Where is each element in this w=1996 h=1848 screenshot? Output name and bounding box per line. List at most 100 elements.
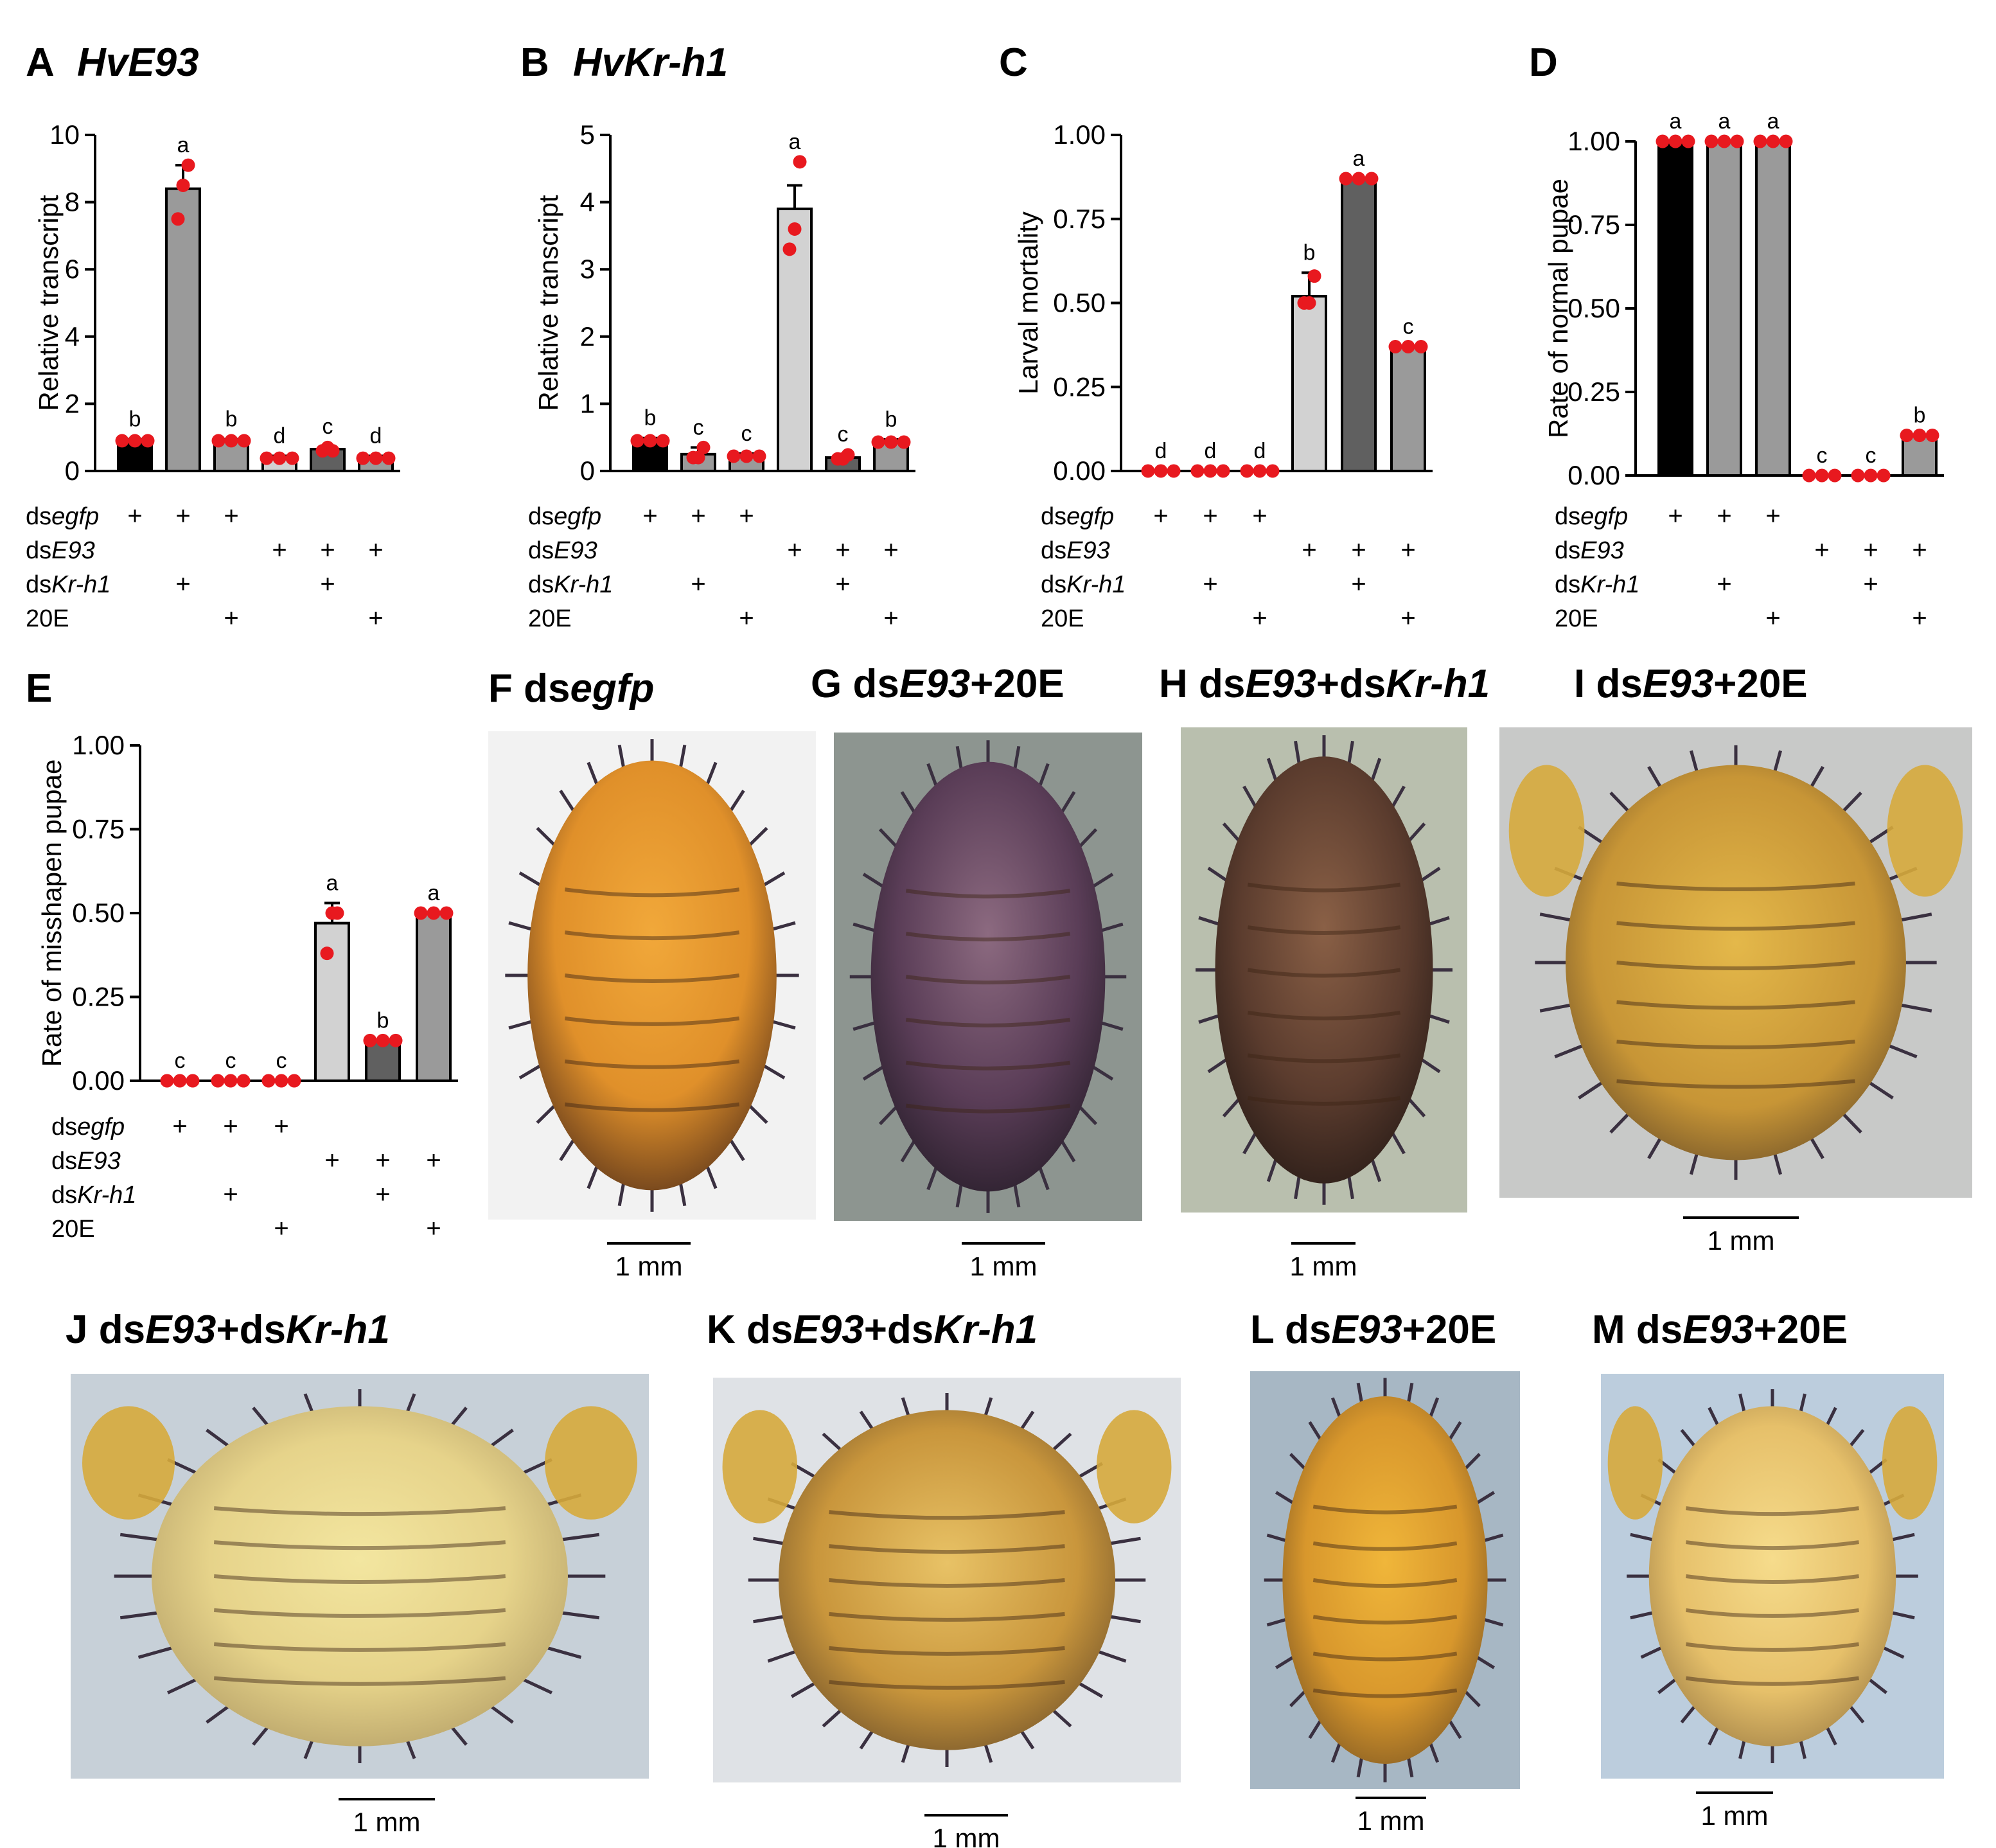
data-point: [236, 1074, 251, 1088]
data-point: [788, 222, 802, 236]
bar: [1291, 295, 1327, 472]
treatment-plus: +: [223, 1180, 238, 1209]
photo-panel-L: L dsE93+20E 1 mm: [1250, 1308, 1520, 1836]
data-point: [141, 434, 155, 448]
data-point: [176, 178, 190, 192]
body-segment: [1686, 1642, 1859, 1652]
treatment-plus: +: [426, 1146, 441, 1175]
treatment-label: dsegfp: [51, 1114, 125, 1141]
y-tick-label: 0.75: [1053, 204, 1106, 234]
bar: [1755, 140, 1791, 477]
panel-label: E: [26, 666, 52, 711]
body-segment: [829, 1612, 1065, 1622]
treatment-plus: +: [1863, 536, 1878, 564]
body-segment: [213, 1642, 506, 1652]
significance-letter: b: [225, 407, 238, 431]
y-tick-label: 0.75: [72, 814, 125, 844]
treatment-plus: +: [1252, 604, 1267, 632]
panel-label: A: [26, 40, 55, 85]
data-point: [439, 906, 454, 920]
significance-letter: c: [225, 1049, 236, 1073]
body-segment: [564, 1016, 740, 1026]
body-segment: [1312, 1541, 1458, 1551]
photo-title: G dsE93+20E: [811, 662, 1064, 706]
body-segment: [905, 932, 1071, 942]
wing-pad: [82, 1406, 175, 1520]
photo-panel-F: F dsegfp 1 mm: [488, 666, 816, 1281]
data-point: [356, 451, 370, 465]
treatment-plus: +: [426, 1214, 441, 1243]
treatment-plus: +: [320, 536, 335, 564]
data-point: [320, 946, 334, 961]
significance-letter: c: [741, 422, 752, 446]
body-segment: [1616, 961, 1855, 970]
data-point: [1352, 172, 1366, 186]
body-segment: [1247, 1053, 1401, 1063]
treatment-label: dsE93: [1041, 537, 1110, 564]
data-point: [1266, 464, 1280, 478]
data-point: [1203, 464, 1217, 478]
significance-letter: c: [693, 415, 704, 440]
treatment-plus: +: [1814, 536, 1829, 564]
data-point: [1828, 468, 1842, 483]
wing-pad: [545, 1406, 637, 1520]
data-point: [1900, 429, 1914, 443]
treatment-plus: +: [691, 570, 705, 598]
body-segment: [1686, 1574, 1859, 1584]
wing-pad: [1508, 765, 1585, 897]
larva-body: [778, 1410, 1116, 1750]
treatment-plus: +: [1203, 502, 1217, 530]
data-point: [1704, 134, 1718, 148]
treatment-plus: +: [1912, 604, 1927, 632]
bar: [365, 1039, 401, 1082]
body-segment: [1686, 1506, 1859, 1516]
photo-panel-K: K dsE93+dsKr-h1 1 mm: [707, 1308, 1181, 1848]
y-tick-label: 0.75: [1568, 209, 1620, 240]
photo-title: I dsE93+20E: [1574, 662, 1808, 706]
data-point: [376, 1033, 390, 1047]
body-segment: [564, 930, 740, 941]
body-segment: [1312, 1651, 1458, 1662]
data-point: [1766, 134, 1780, 148]
data-point: [1154, 464, 1168, 478]
treatment-label: dsegfp: [26, 503, 99, 530]
data-point: [287, 1074, 301, 1088]
y-tick-label: 0.00: [72, 1065, 125, 1096]
data-point: [414, 906, 428, 920]
data-point: [363, 1033, 377, 1047]
photo-panel-G: G dsE93+20E 1 mm: [811, 662, 1142, 1281]
treatment-plus: +: [691, 502, 705, 530]
data-point: [1216, 464, 1230, 478]
treatment-label: 20E: [26, 605, 69, 632]
wing-pad: [1607, 1406, 1663, 1520]
y-tick-label: 0.50: [1568, 293, 1620, 323]
wing-pad: [1096, 1410, 1172, 1524]
data-point: [1167, 464, 1181, 478]
photo-title: J dsE93+dsKr-h1: [66, 1308, 390, 1352]
data-point: [1668, 134, 1682, 148]
scale-label: 1 mm: [1357, 1806, 1425, 1836]
treatment-plus: +: [1717, 502, 1731, 530]
bar: [1706, 140, 1742, 477]
photo-panel-H: H dsE93+dsKr-h1 1 mm: [1159, 662, 1490, 1281]
significance-letter: b: [129, 407, 141, 431]
treatment-plus: +: [272, 536, 287, 564]
bar: [1390, 345, 1426, 472]
body-segment: [1616, 1000, 1855, 1010]
treatment-plus: +: [368, 604, 383, 632]
y-tick-label: 2: [580, 321, 595, 351]
y-tick-label: 1.00: [1053, 120, 1106, 150]
significance-letter: d: [274, 423, 286, 448]
treatment-plus: +: [1765, 604, 1780, 632]
data-point: [173, 1074, 187, 1088]
body-segment: [564, 1102, 740, 1112]
data-point: [330, 906, 344, 920]
significance-letter: c: [175, 1049, 186, 1073]
significance-letter: a: [1718, 109, 1731, 134]
body-segment: [1616, 921, 1855, 931]
significance-letter: c: [1866, 443, 1877, 468]
treatment-label: dsKr-h1: [51, 1182, 136, 1209]
significance-letter: c: [1403, 314, 1414, 339]
data-point: [427, 906, 441, 920]
